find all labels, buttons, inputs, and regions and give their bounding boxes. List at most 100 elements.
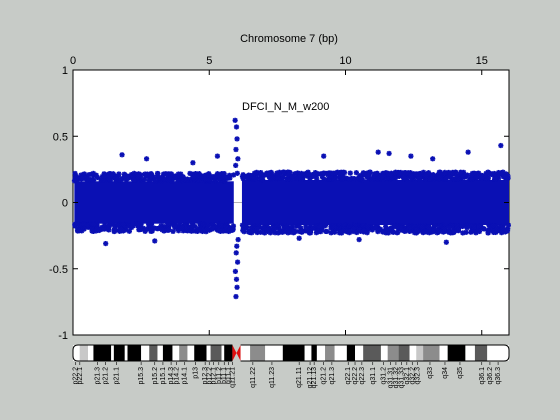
marker-stroke-d2 — [81, 221, 87, 227]
marker-stroke-d2 — [410, 224, 416, 230]
marker-stroke-d2 — [96, 228, 102, 233]
marker-stroke-d2 — [159, 227, 165, 233]
marker-stroke-d2 — [166, 178, 172, 184]
marker-stroke-d2 — [183, 226, 188, 232]
data-point — [158, 175, 164, 181]
marker-stroke-d2 — [113, 176, 119, 182]
marker-stroke-d2 — [148, 224, 154, 229]
marker-stroke-d2 — [91, 221, 96, 227]
data-point — [126, 228, 132, 234]
data-point — [155, 171, 161, 177]
marker-stroke-d2 — [131, 170, 137, 176]
marker-stroke-d2 — [172, 224, 178, 230]
noise-band — [241, 179, 509, 226]
data-point — [168, 171, 174, 177]
data-point — [190, 223, 196, 229]
marker-stroke-d2 — [84, 222, 90, 228]
data-point — [159, 227, 165, 233]
data-point — [203, 172, 209, 178]
data-point — [90, 221, 97, 227]
marker-stroke-d2 — [187, 171, 193, 176]
data-point — [101, 178, 107, 184]
marker-stroke-d2 — [179, 178, 185, 183]
marker-stroke-d2 — [183, 177, 189, 183]
marker-stroke-d2 — [162, 177, 168, 183]
marker-stroke-d2 — [137, 227, 143, 232]
data-point — [74, 221, 80, 227]
marker-stroke-d2 — [401, 170, 407, 176]
marker-stroke-d2 — [110, 171, 116, 177]
data-point — [81, 221, 87, 227]
marker-stroke-d2 — [221, 171, 227, 177]
data-point — [166, 226, 172, 233]
marker-stroke-d2 — [131, 177, 137, 183]
marker-stroke-d2 — [222, 175, 228, 180]
marker-stroke-d2 — [93, 172, 99, 178]
marker-stroke-d2 — [146, 222, 152, 227]
noise-band — [74, 181, 234, 224]
marker-stroke-d2 — [164, 222, 170, 228]
data-points — [71, 117, 512, 300]
data-point — [131, 170, 137, 176]
data-point — [203, 176, 209, 182]
marker-stroke-d2 — [179, 225, 185, 231]
marker-stroke-d2 — [219, 228, 225, 234]
marker-stroke-d2 — [240, 172, 246, 178]
data-point — [199, 173, 205, 179]
marker-stroke-d2 — [81, 171, 87, 177]
marker-stroke-d2 — [120, 222, 126, 228]
data-point — [162, 171, 168, 177]
data-point — [437, 223, 443, 229]
data-point — [183, 177, 189, 183]
marker-stroke-d2 — [312, 170, 318, 176]
data-point — [131, 177, 137, 183]
marker-stroke-d2 — [226, 229, 232, 234]
marker-stroke-d2 — [336, 222, 342, 228]
marker-stroke-d2 — [149, 173, 155, 178]
marker-stroke-d2 — [129, 225, 134, 230]
marker-stroke-d2 — [95, 175, 100, 181]
marker-stroke-d2 — [442, 226, 447, 232]
marker-stroke-d2 — [86, 176, 92, 182]
data-point — [190, 174, 197, 181]
marker-stroke-d2 — [94, 225, 100, 231]
data-point — [219, 228, 225, 234]
marker-stroke-d2 — [72, 178, 77, 184]
data-point — [75, 227, 81, 233]
data-point — [222, 174, 228, 181]
data-point — [218, 223, 224, 229]
marker-stroke-d2 — [208, 173, 214, 179]
marker-stroke-d2 — [126, 228, 132, 234]
marker-stroke-d2 — [481, 226, 487, 232]
marker-stroke-d2 — [347, 170, 353, 176]
data-point — [71, 178, 78, 184]
data-point — [221, 170, 227, 177]
marker-stroke-d2 — [203, 172, 209, 178]
marker-stroke-d2 — [106, 222, 112, 228]
marker-stroke-d2 — [341, 222, 347, 228]
data-point — [179, 225, 185, 231]
data-point — [442, 222, 449, 228]
marker-stroke-d2 — [344, 176, 350, 182]
data-point — [106, 227, 112, 233]
marker-stroke-d2 — [146, 177, 152, 183]
data-point — [209, 225, 216, 231]
marker-stroke-d2 — [203, 176, 209, 182]
marker-stroke-d2 — [89, 226, 95, 232]
data-point — [505, 222, 512, 228]
data-point — [172, 224, 178, 230]
data-point — [110, 171, 116, 177]
data-point — [135, 174, 141, 180]
marker-stroke-d2 — [123, 174, 129, 180]
data-point — [113, 176, 119, 182]
data-point — [89, 226, 95, 232]
data-point — [175, 178, 181, 184]
marker-stroke-d2 — [166, 227, 172, 232]
marker-stroke-d2 — [72, 171, 78, 176]
marker-stroke-d2 — [336, 226, 342, 232]
data-point — [149, 172, 155, 179]
data-point — [102, 222, 108, 228]
marker-stroke-d2 — [505, 222, 511, 228]
